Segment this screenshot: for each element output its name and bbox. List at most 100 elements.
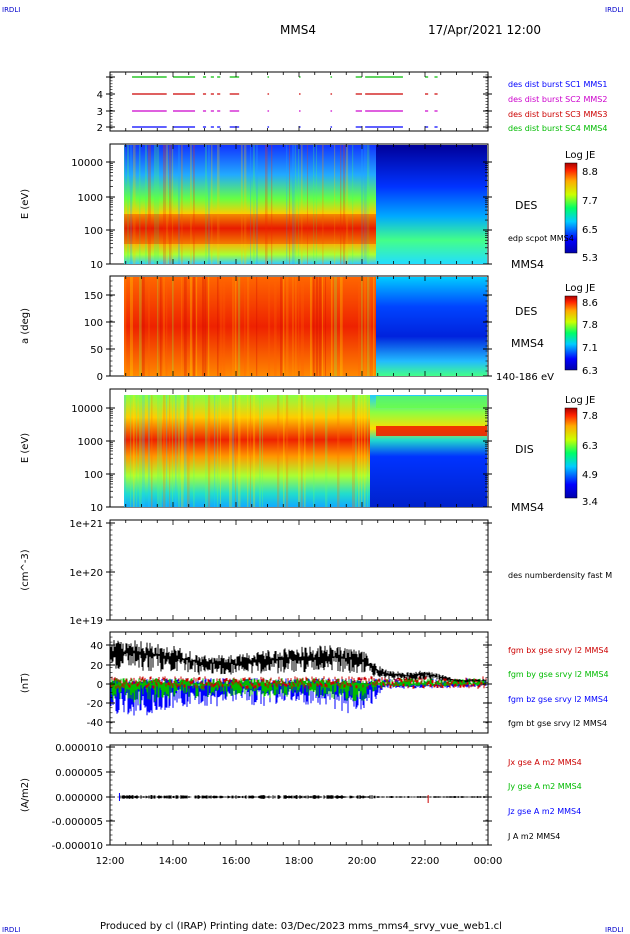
spectrogram-stripe [358,277,361,376]
spectrogram-stripe [184,395,187,507]
spectrogram-stripe [187,395,190,507]
panel-frame-burst [109,71,489,132]
spectrogram-stripe [304,395,306,507]
spectrogram-stripe [166,277,168,376]
colorbar-tick: 4.9 [582,470,598,481]
y-tick-label: 100 [84,318,103,329]
spectrogram-stripe [205,145,207,264]
des-pitch-spectrogram-post [376,277,487,376]
y-tick-label: 10 [90,260,103,271]
spectrogram-stripe [232,277,235,376]
spectrogram-stripe [208,145,210,264]
spectrogram-stripe [145,145,147,264]
y-axis-title: a (deg) [20,308,31,344]
spectrogram-stripe [151,395,153,507]
colorbar-gradient [564,295,578,371]
spectrogram-stripe [298,277,300,376]
spacecraft-label: MMS4 [511,501,544,514]
spectrogram-stripe [268,277,271,376]
spectrogram-stripe [361,277,363,376]
spectrogram-stripe [295,277,297,376]
spectrogram-stripe [355,395,357,507]
spectrogram-stripe [367,145,370,264]
spectrogram-stripe [238,395,241,507]
spectrogram-stripe [232,395,235,507]
spectrogram-stripe [127,145,130,264]
spectrogram-stripe [163,395,166,507]
spectrogram-stripe [193,145,195,264]
spectrogram-stripe [259,395,261,507]
burst-marks [132,76,438,128]
spectrogram-stripe [142,395,145,507]
y-tick-label: 10000 [71,158,103,169]
spectrogram-stripe [253,395,256,507]
spectrogram-stripe [205,395,208,507]
spectrogram-stripe [241,145,243,264]
bz-label: fgm bz gse srvy l2 MMS4 [508,695,608,704]
spectrogram-stripe [301,395,303,507]
burst-label-sc4: des dist burst SC4 MMS4 [508,124,607,133]
colorbar-tick: 8.8 [582,167,598,178]
spectrogram-stripe [340,145,342,264]
spectrogram-stripe [136,395,138,507]
dis-energy-spectrogram-post [370,395,487,507]
spectrogram-stripe [133,145,136,264]
x-tick-label: 18:00 [285,856,314,867]
spectrogram-stripe [220,395,222,507]
spectrogram-stripe [130,395,132,507]
dis-ion-band [376,426,487,436]
spectrogram-stripe [148,277,150,376]
spectrogram-stripe [190,277,192,376]
spectrogram-stripe [367,277,370,376]
spectrogram-stripe [316,277,319,376]
spectrogram-stripe [196,277,198,376]
spectrogram-stripe [301,277,304,376]
spectrogram-stripe [235,395,237,507]
spectrogram-stripe [178,395,180,507]
y-tick-label: 0 [97,680,103,691]
y-tick-label: 0.000000 [55,793,103,804]
x-tick-label: 00:00 [474,856,503,867]
spectrogram-stripe [139,277,142,376]
spectrogram-stripe [142,277,145,376]
spectrogram-stripe [373,277,375,376]
spectrogram-stripe [286,277,289,376]
des-label: DES [515,305,537,318]
x-tick-label: 14:00 [159,856,188,867]
spectrogram-stripe [157,145,160,264]
y-tick-label: 3 [97,107,103,118]
spectrogram-stripe [331,277,333,376]
spectrogram-stripe [172,277,174,376]
colorbar-tick: 6.3 [582,441,598,452]
spectrogram-stripe [274,277,277,376]
y-tick-label: 1000 [78,437,103,448]
spectrogram-stripe [370,277,372,376]
y-tick-label: 100 [84,470,103,481]
spectrogram-stripe [289,145,291,264]
spectrogram-stripe [172,395,174,507]
spectrogram-stripe [361,145,364,264]
spectrogram-stripe [124,145,126,264]
datetime-title: 17/Apr/2021 12:00 [428,23,541,37]
dis-top-band [376,396,487,408]
spectrogram-stripe [322,145,324,264]
spectrogram-stripe [313,145,315,264]
spectrogram-stripe [334,145,336,264]
spectrogram-stripe [193,277,196,376]
y-tick-label: 0 [97,372,103,383]
x-tick-label: 12:00 [96,856,125,867]
spacecraft-title: MMS4 [280,23,316,37]
spectrogram-stripe [286,145,288,264]
spectrogram-stripe [163,145,166,264]
spectrogram-layer [124,145,487,507]
spectrogram-stripe [253,145,255,264]
panel-frame-current [109,744,489,846]
colorbar-des-pitch: Log JE 8.6 7.8 7.1 6.3 [564,283,598,377]
y-tick-label: 40 [90,641,103,652]
colorbar-tick: 6.5 [582,225,598,236]
spectrogram-stripe [217,277,219,376]
spectrogram-stripe [205,277,207,376]
spectrogram-stripe [256,145,258,264]
j-label: J A m2 MMS4 [507,832,560,841]
x-tick-label: 20:00 [348,856,377,867]
